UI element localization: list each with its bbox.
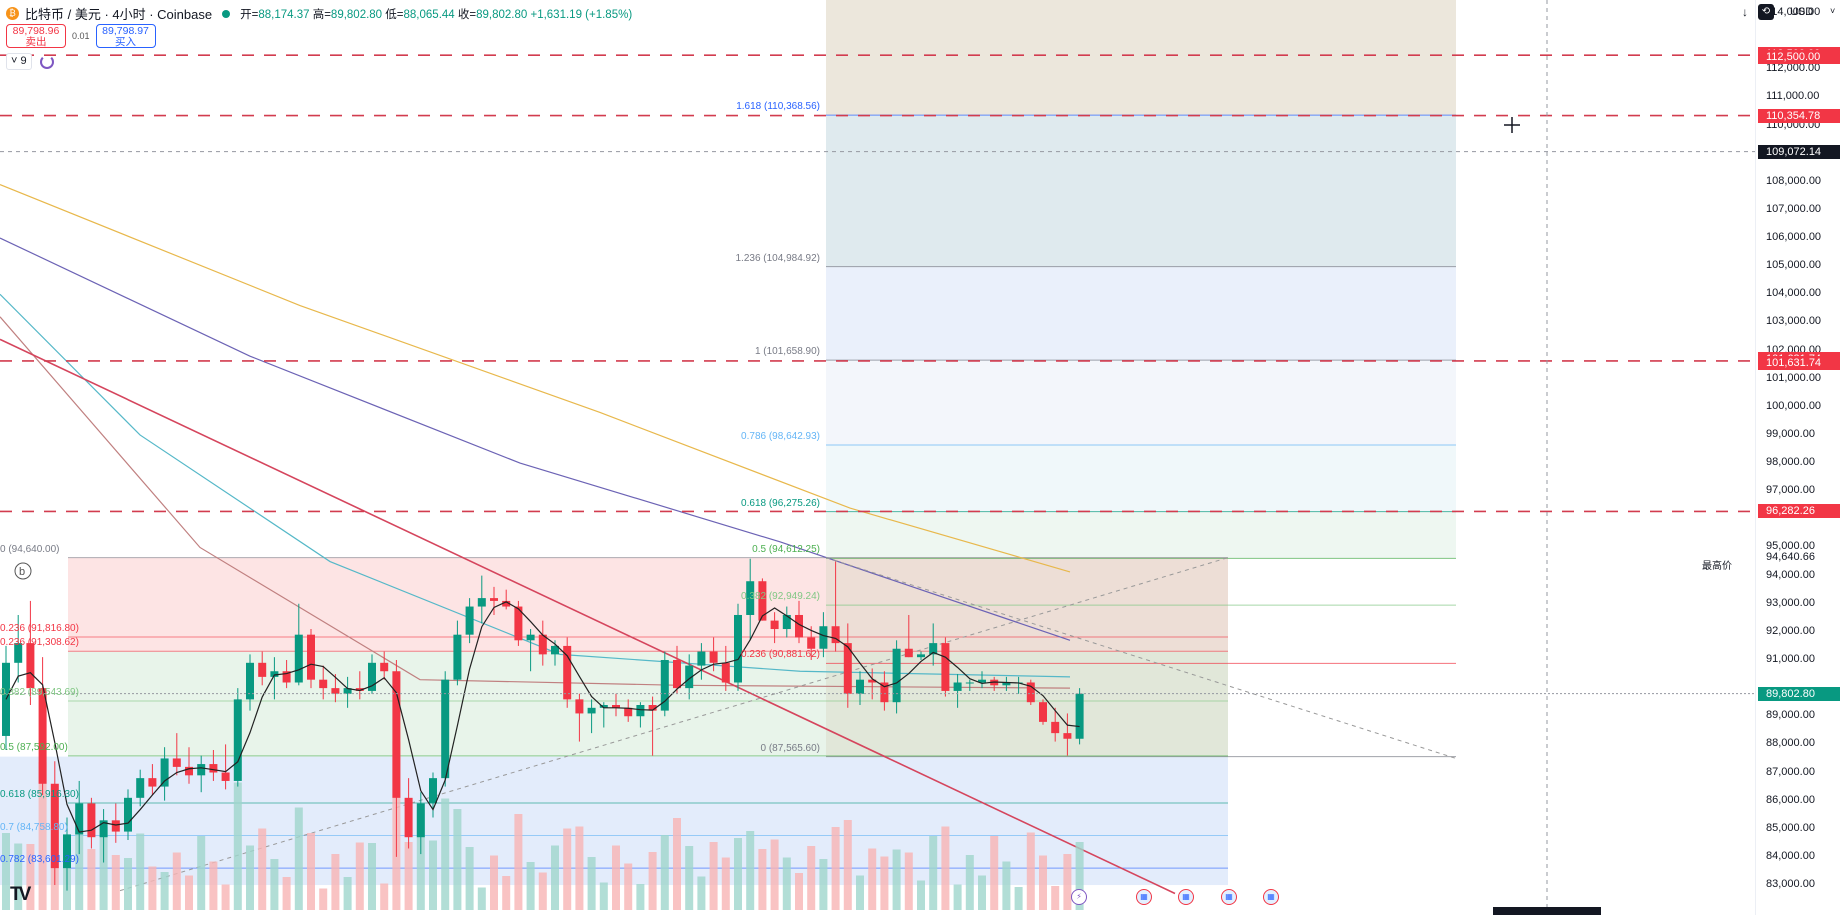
indicator-row: ˅ 9 (6, 53, 54, 70)
currency-select[interactable]: USD (1790, 6, 1814, 18)
price-tick: 88,000.00 (1766, 737, 1815, 750)
price-tick: 100,000.00 (1766, 399, 1822, 412)
price-tick: 92,000.00 (1766, 624, 1815, 637)
fib-level-label: 0.618 (96,275.26) (741, 497, 820, 509)
fib-level-label: 0.5 (87,592.00) (0, 741, 68, 753)
price-tick: 95,000.00 (1766, 540, 1815, 553)
price-tick: 111,000.00 (1766, 90, 1820, 103)
price-label: 110,354.78 (1758, 108, 1840, 123)
price-tick: 103,000.00 (1766, 315, 1822, 328)
arrow-down-icon[interactable]: ↓ (1742, 5, 1748, 19)
fib-level-label: 0.236 (91,308.62) (0, 637, 79, 649)
ohlc-values: 开=88,174.37 高=89,802.80 低=88,065.44 收=89… (240, 8, 633, 21)
price-tick: 106,000.00 (1766, 231, 1822, 244)
sync-icon[interactable] (39, 54, 54, 69)
svg-text:b: b (19, 566, 25, 578)
tradingview-logo[interactable]: TV (10, 884, 31, 905)
price-tick: 93,000.00 (1766, 596, 1815, 609)
symbol-legend: ₿ 比特币 / 美元 · 4小时 · Coinbase 开=88,174.37 … (6, 4, 632, 23)
price-tick: 86,000.00 (1766, 793, 1815, 806)
us-flag-event-icon[interactable]: ▦ (1263, 889, 1279, 905)
time-scroll-bar[interactable] (1493, 907, 1601, 915)
symbol-title[interactable]: 比特币 / 美元 · 4小时 · Coinbase (25, 7, 213, 22)
max-price-label: 最高价 (1699, 557, 1735, 572)
fib-level-label: 0.236 (91,816.80) (0, 623, 79, 634)
fib-level-label: 0.382 (89,543.69) (0, 686, 79, 698)
auto-scale-icon[interactable]: ⟲ (1758, 4, 1774, 20)
us-flag-event-icon[interactable]: ▦ (1136, 889, 1152, 905)
fib-level-label: 0.5 (94,612.25) (752, 544, 820, 556)
price-tick: 107,000.00 (1766, 202, 1822, 215)
price-tick: 101,000.00 (1766, 371, 1822, 384)
market-status-icon (222, 9, 231, 18)
max-price-value: 94,640.66 (1766, 550, 1815, 563)
fib-level-label: 1.618 (110,368.56) (736, 101, 820, 113)
price-tick: 94,000.00 (1766, 568, 1815, 581)
chevron-down-icon[interactable]: ˅ (1830, 6, 1836, 16)
fib-level-label: 0 (87,565.60) (760, 742, 821, 754)
price-tick: 99,000.00 (1766, 427, 1815, 440)
trade-panel: 89,798.96 卖出 0.01 89,798.97 买入 (6, 24, 156, 48)
price-tick: 112,000.00 (1766, 62, 1821, 75)
price-tick: 97,000.00 (1766, 484, 1815, 497)
us-flag-event-icon[interactable]: ▦ (1178, 889, 1194, 905)
fib-level-label: 0.786 (98,642.93) (741, 430, 820, 442)
flash-event-icon[interactable]: ⚡ (1071, 889, 1087, 905)
price-tick: 91,000.00 (1766, 652, 1815, 665)
fib-level-label: 0.7 (84,758.80) (0, 821, 68, 833)
price-label: 112,500.00 (1758, 49, 1840, 64)
fib-level-label: 0.236 (90,881.62) (741, 649, 820, 661)
price-tick: 84,000.00 (1766, 849, 1815, 862)
price-tick: 87,000.00 (1766, 765, 1815, 778)
price-label: 89,802.80 (1758, 686, 1840, 701)
price-label: 101,631.74 (1758, 355, 1840, 370)
price-label: 96,282.26 (1758, 504, 1840, 519)
price-tick: 114,000.00 (1766, 6, 1821, 18)
chart-canvas[interactable]: b (0, 0, 1755, 915)
price-tick: 89,000.00 (1766, 709, 1815, 722)
bitcoin-icon: ₿ (6, 7, 19, 20)
fib-level-label: 0.618 (85,916.30) (0, 788, 79, 800)
price-tick: 83,000.00 (1766, 878, 1815, 891)
fib-level-label: 0 (94,640.00) (0, 543, 60, 555)
spread-value: 0.01 (72, 31, 90, 41)
price-tick: 108,000.00 (1766, 174, 1822, 187)
fib-level-label: 1 (101,658.90) (754, 346, 820, 358)
price-change: +1,631.19 (+1.85%) (530, 8, 633, 21)
sell-button[interactable]: 89,798.96 卖出 (6, 24, 66, 48)
price-tick: 98,000.00 (1766, 456, 1815, 469)
fib-level-label: 0.382 (92,949.24) (741, 591, 820, 603)
buy-button[interactable]: 89,798.97 买入 (95, 24, 156, 48)
price-tick: 85,000.00 (1766, 821, 1815, 834)
price-tick: 104,000.00 (1766, 287, 1822, 300)
price-axis[interactable]: 114,000.00 112,000.00 111,000.00 110,000.00… (1755, 0, 1842, 915)
fib-level-label: 0.782 (83,601.29) (0, 854, 79, 866)
price-label: 109,072.14 (1758, 144, 1840, 159)
us-flag-event-icon[interactable]: ▦ (1221, 889, 1237, 905)
fib-level-label: 1.236 (104,984.92) (735, 252, 820, 264)
collapse-indicators-button[interactable]: ˅ 9 (6, 53, 32, 70)
price-tick: 105,000.00 (1766, 259, 1822, 272)
scale-controls: ↓ ⟲ (1742, 4, 1774, 20)
